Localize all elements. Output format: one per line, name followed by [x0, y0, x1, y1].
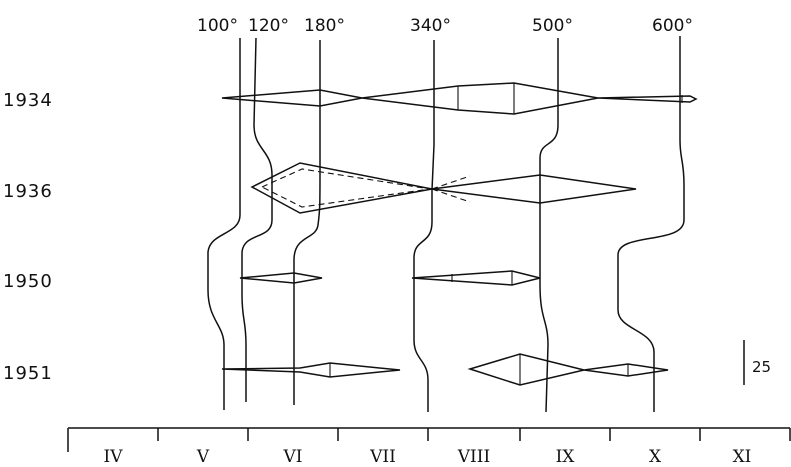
- diamond-1934-a: [221, 89, 363, 107]
- diamond-1936-a: [250, 162, 433, 214]
- diamond-1951-c: [583, 363, 669, 377]
- row-1936: [250, 162, 637, 214]
- diamond-1951-b: [467, 353, 585, 386]
- temperature-label-180: 180°: [304, 16, 345, 36]
- scale-bar-label: 25: [752, 358, 771, 376]
- diamond-1934-c: [597, 95, 698, 103]
- year-label-1950: 1950: [3, 271, 53, 292]
- year-labels: 1934 1936 1950 1951: [3, 90, 53, 384]
- year-label-1934: 1934: [3, 90, 53, 111]
- temperature-label-100: 100°: [197, 16, 238, 36]
- diamond-1934-b: [361, 82, 599, 115]
- isotherm-lines: [207, 36, 685, 413]
- diamond-1936-b: [431, 174, 637, 204]
- month-label-x: X: [649, 447, 662, 467]
- dash-1936-ext: [431, 175, 471, 203]
- month-label-vii: VII: [369, 447, 396, 467]
- isotherm-line-340: [413, 40, 435, 412]
- temperature-label-120: 120°: [248, 16, 289, 36]
- row-1934: [221, 82, 698, 115]
- scale-bar: 25: [743, 340, 771, 385]
- month-label-viii: VIII: [457, 447, 490, 467]
- temperature-label-500: 500°: [532, 16, 573, 36]
- month-axis: IV V VI VII VIII IX X XI: [67, 427, 791, 467]
- diamond-1951-a: [221, 362, 401, 378]
- month-label-v: V: [196, 447, 210, 467]
- temperature-label-340: 340°: [410, 16, 451, 36]
- month-label-xi: XI: [733, 447, 752, 467]
- month-label-iv: IV: [104, 447, 124, 467]
- isotherm-line-600: [617, 36, 685, 412]
- isotherm-line-120: [241, 37, 273, 402]
- isotherm-line-500: [539, 38, 559, 413]
- isotherm-line-100: [207, 38, 241, 410]
- year-label-1936: 1936: [3, 181, 53, 202]
- isotherm-line-180: [293, 40, 321, 405]
- month-label-ix: IX: [556, 447, 576, 467]
- year-label-1951: 1951: [3, 363, 53, 384]
- temperature-label-600: 600°: [652, 16, 693, 36]
- month-label-vi: VI: [283, 447, 303, 467]
- diamond-1950-b: [411, 270, 541, 286]
- diamond-1936-a-dashed: [260, 168, 431, 208]
- diamond-1950-a: [239, 272, 323, 284]
- row-1950: [239, 270, 541, 286]
- temperature-labels: 100° 120° 180° 340° 500° 600°: [197, 16, 693, 36]
- row-1951: [221, 353, 669, 386]
